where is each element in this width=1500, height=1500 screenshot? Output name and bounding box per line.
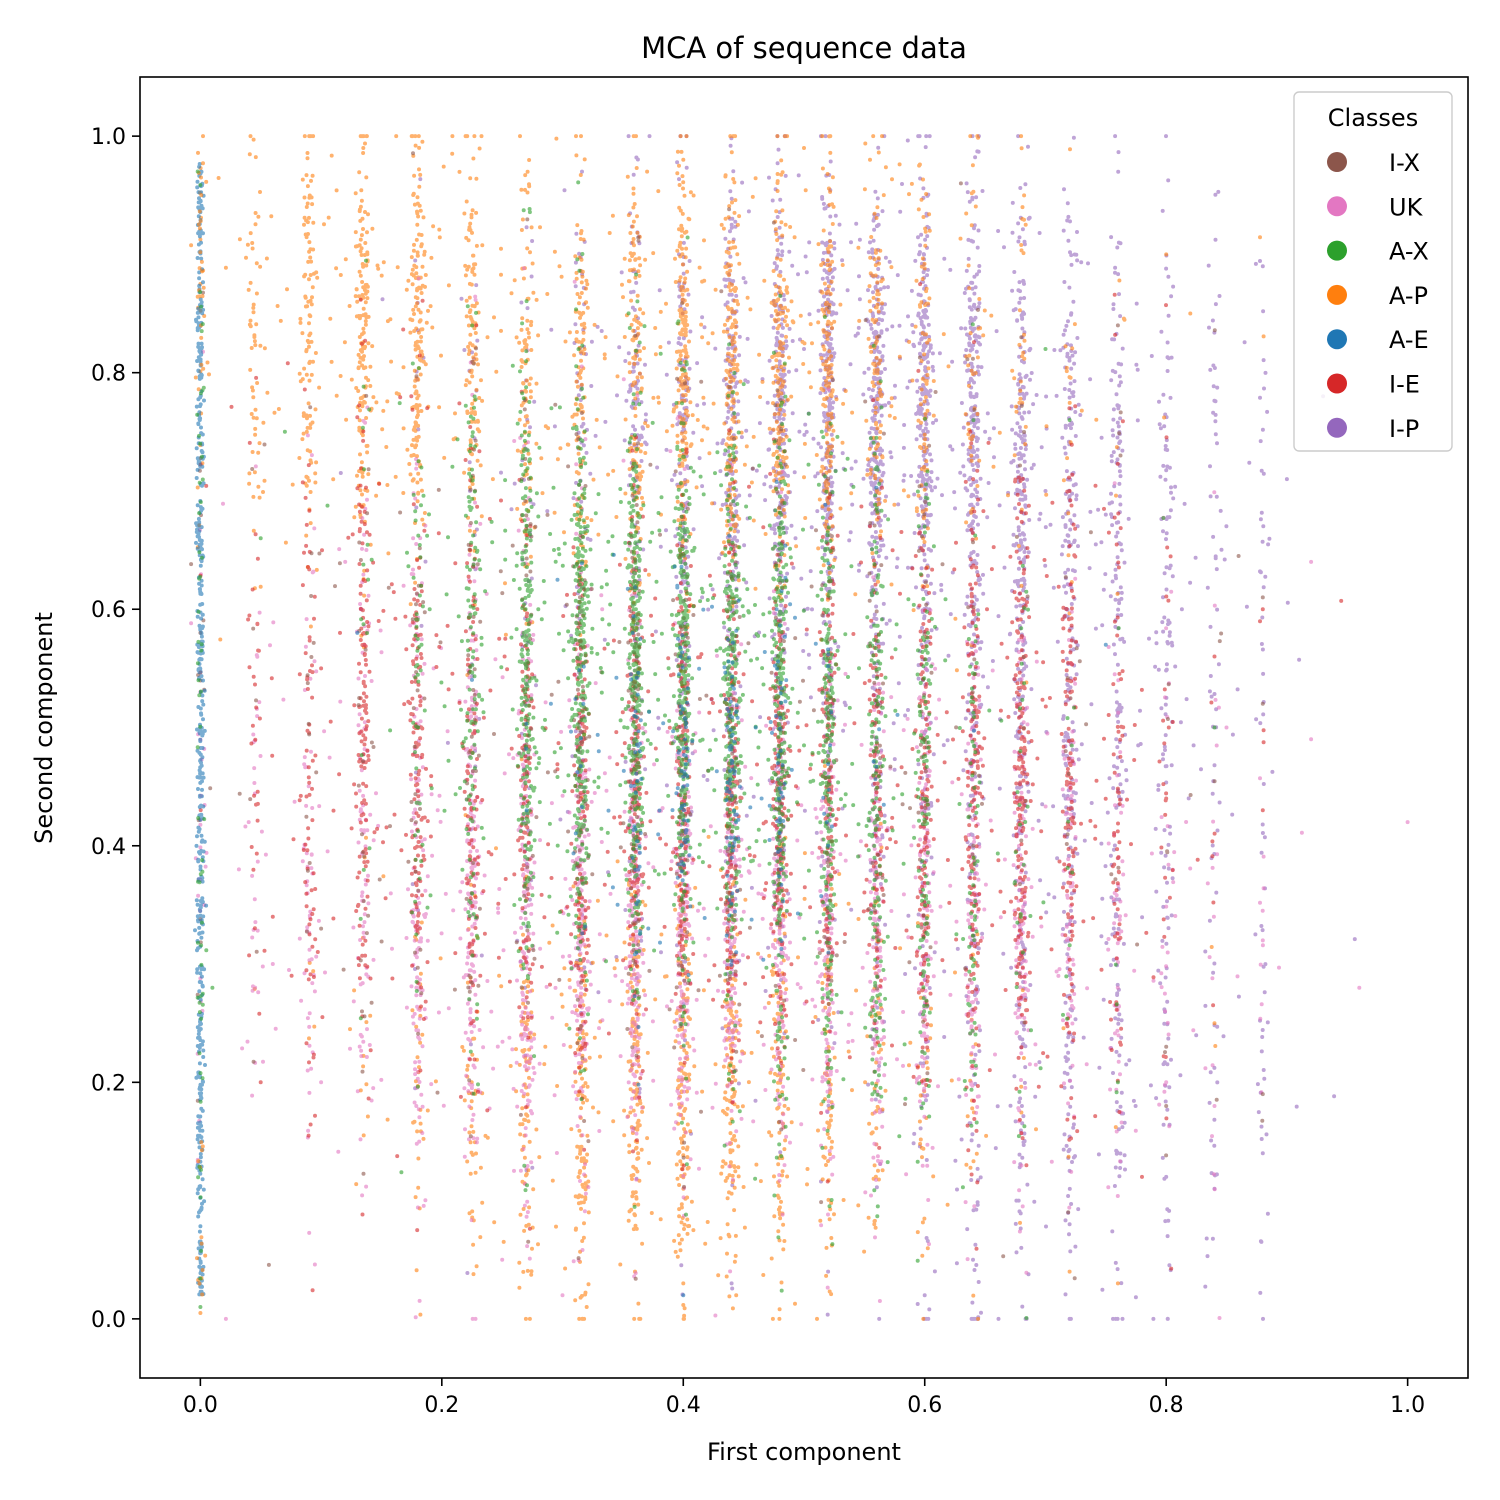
series-uk-points <box>189 266 1410 1321</box>
y-tick-label: 0.0 <box>91 1308 126 1333</box>
x-tick-label: 0.2 <box>424 1393 459 1418</box>
y-tick-label: 0.4 <box>91 835 126 860</box>
legend-marker-i-e <box>1327 373 1347 394</box>
legend-label-uk: UK <box>1389 193 1424 221</box>
legend-marker-a-e <box>1327 329 1347 350</box>
x-tick-label: 0.6 <box>907 1393 942 1418</box>
points-layer <box>189 134 1410 1321</box>
legend-marker-uk <box>1327 196 1347 217</box>
x-tick-label: 0.4 <box>666 1393 701 1418</box>
y-axis-label: Second component <box>30 612 58 844</box>
x-tick-label: 1.0 <box>1390 1393 1425 1418</box>
legend: Classes I-X UK A-X A-P A-E I-E I-P <box>1293 91 1453 452</box>
y-tick-label: 0.2 <box>91 1071 126 1096</box>
x-tick-label: 0.0 <box>183 1393 218 1418</box>
legend-label-i-p: I-P <box>1389 415 1419 443</box>
series-i-p <box>338 134 1357 1321</box>
x-axis-label: First component <box>707 1438 901 1466</box>
legend-label-i-x: I-X <box>1389 149 1420 177</box>
legend-label-a-p: A-P <box>1389 282 1428 310</box>
series-a-p <box>189 134 1266 1321</box>
series-i-p-points <box>338 134 1357 1321</box>
plot-frame <box>139 76 1469 1379</box>
legend-label-i-e: I-E <box>1389 371 1420 399</box>
legend-marker-i-p <box>1327 417 1347 438</box>
series-a-p-points <box>189 134 1266 1321</box>
legend-marker-a-p <box>1327 284 1347 305</box>
y-tick-label: 0.6 <box>91 598 126 623</box>
legend-marker-a-x <box>1327 240 1347 261</box>
legend-label-a-x: A-X <box>1389 238 1429 266</box>
x-axis: 0.0 0.2 0.4 0.6 0.8 1.0 <box>183 1378 1425 1418</box>
y-axis: 0.0 0.2 0.4 0.6 0.8 1.0 <box>91 125 140 1333</box>
series-uk <box>189 266 1410 1321</box>
y-tick-label: 1.0 <box>91 125 126 150</box>
legend-marker-i-x <box>1327 152 1347 172</box>
y-tick-label: 0.8 <box>91 362 126 387</box>
legend-frame <box>1293 91 1453 452</box>
legend-label-a-e: A-E <box>1389 326 1429 354</box>
x-tick-label: 0.8 <box>1149 1393 1184 1418</box>
legend-title: Classes <box>1328 104 1418 132</box>
chart-title: MCA of sequence data <box>641 31 967 65</box>
